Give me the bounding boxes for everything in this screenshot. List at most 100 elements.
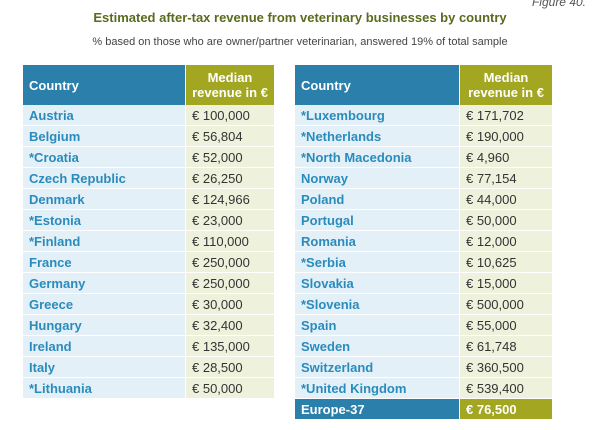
country-cell: Slovakia [295, 272, 460, 294]
country-cell: *Luxembourg [295, 105, 460, 126]
revenue-cell: € 250,000 [185, 251, 274, 273]
header-revenue-line1: Median [207, 70, 253, 85]
revenue-cell: € 50,000 [185, 377, 274, 399]
revenue-cell: € 360,500 [459, 356, 552, 378]
country-cell: *Croatia [23, 146, 186, 168]
header-revenue-line2: revenue in € [192, 85, 268, 100]
revenue-cell: € 28,500 [185, 356, 274, 378]
revenue-cell: € 171,702 [459, 105, 552, 126]
total-row: Europe-37 € 76,500 [295, 398, 552, 420]
revenue-cell: € 110,000 [185, 230, 274, 252]
revenue-cell: € 56,804 [185, 125, 274, 147]
country-cell: Norway [295, 167, 460, 189]
table-row: *Luxembourg € 171,702 [295, 105, 552, 126]
revenue-cell: € 30,000 [185, 293, 274, 315]
country-cell: Portugal [295, 209, 460, 231]
country-cell: Belgium [23, 125, 186, 147]
header-revenue-line1: Median [483, 70, 529, 85]
table-row: *Croatia € 52,000 [23, 146, 274, 168]
country-cell: *Lithuania [23, 377, 186, 399]
revenue-cell: € 135,000 [185, 335, 274, 357]
country-cell: *United Kingdom [295, 377, 460, 399]
country-cell: *North Macedonia [295, 146, 460, 168]
revenue-cell: € 539,400 [459, 377, 552, 399]
revenue-cell: € 26,250 [185, 167, 274, 189]
revenue-cell: € 15,000 [459, 272, 552, 294]
header-revenue-line2: revenue in € [468, 85, 544, 100]
revenue-cell: € 250,000 [185, 272, 274, 294]
revenue-cell: € 61,748 [459, 335, 552, 357]
table-row: Czech Republic € 26,250 [23, 167, 274, 189]
table-body-left: Austria € 100,000 Belgium € 56,804 *Croatia €… [23, 105, 274, 399]
table-body-right: *Luxembourg € 171,702 *Netherlands € 190,00… [295, 105, 552, 420]
table-row: Portugal € 50,000 [295, 209, 552, 231]
header-country: Country [295, 65, 460, 105]
table-row: *Netherlands € 190,000 [295, 125, 552, 147]
country-cell: *Serbia [295, 251, 460, 273]
table-row: *Slovenia € 500,000 [295, 293, 552, 315]
country-cell: *Netherlands [295, 125, 460, 147]
country-cell: *Slovenia [295, 293, 460, 315]
table-row: Denmark € 124,966 [23, 188, 274, 210]
country-cell: *Estonia [23, 209, 186, 231]
table-row: *Lithuania € 50,000 [23, 377, 274, 399]
country-cell: Sweden [295, 335, 460, 357]
table-row: Switzerland € 360,500 [295, 356, 552, 378]
table-row: Romania € 12,000 [295, 230, 552, 252]
country-cell: Spain [295, 314, 460, 336]
table-row: *United Kingdom € 539,400 [295, 377, 552, 399]
table-row: *Finland € 110,000 [23, 230, 274, 252]
country-cell: Greece [23, 293, 186, 315]
country-cell: *Finland [23, 230, 186, 252]
page-subtitle: % based on those who are owner/partner v… [92, 36, 508, 48]
header-country: Country [23, 65, 186, 105]
revenue-cell: € 23,000 [185, 209, 274, 231]
country-cell: Denmark [23, 188, 186, 210]
revenue-cell: € 32,400 [185, 314, 274, 336]
country-cell: Switzerland [295, 356, 460, 378]
country-cell: Romania [295, 230, 460, 252]
table-header-row: Country Median revenue in € [23, 65, 274, 105]
revenue-cell: € 12,000 [459, 230, 552, 252]
table-row: France € 250,000 [23, 251, 274, 273]
table-row: Norway € 77,154 [295, 167, 552, 189]
revenue-table-right: Country Median revenue in € *Luxembourg €… [295, 65, 552, 420]
total-label: Europe-37 [295, 398, 460, 420]
figure-label: Figure 40. [531, 0, 586, 9]
total-value: € 76,500 [459, 398, 552, 420]
revenue-cell: € 77,154 [459, 167, 552, 189]
page-title: Estimated after-tax revenue from veterin… [93, 10, 507, 25]
revenue-cell: € 55,000 [459, 314, 552, 336]
table-row: *North Macedonia € 4,960 [295, 146, 552, 168]
country-cell: Czech Republic [23, 167, 186, 189]
revenue-table-left: Country Median revenue in € Austria € 100… [23, 65, 274, 399]
table-header-row: Country Median revenue in € [295, 65, 552, 105]
revenue-cell: € 500,000 [459, 293, 552, 315]
header-median-revenue: Median revenue in € [459, 65, 552, 105]
country-cell: Austria [23, 105, 186, 126]
revenue-cell: € 10,625 [459, 251, 552, 273]
revenue-cell: € 52,000 [185, 146, 274, 168]
revenue-cell: € 44,000 [459, 188, 552, 210]
table-row: Greece € 30,000 [23, 293, 274, 315]
country-cell: Ireland [23, 335, 186, 357]
table-row: Slovakia € 15,000 [295, 272, 552, 294]
table-row: Hungary € 32,400 [23, 314, 274, 336]
header-median-revenue: Median revenue in € [185, 65, 274, 105]
country-cell: Poland [295, 188, 460, 210]
country-cell: France [23, 251, 186, 273]
revenue-cell: € 190,000 [459, 125, 552, 147]
country-cell: Italy [23, 356, 186, 378]
table-row: Germany € 250,000 [23, 272, 274, 294]
revenue-cell: € 124,966 [185, 188, 274, 210]
table-row: Sweden € 61,748 [295, 335, 552, 357]
table-row: Poland € 44,000 [295, 188, 552, 210]
table-row: Ireland € 135,000 [23, 335, 274, 357]
table-row: Spain € 55,000 [295, 314, 552, 336]
country-cell: Hungary [23, 314, 186, 336]
revenue-cell: € 50,000 [459, 209, 552, 231]
table-row: *Serbia € 10,625 [295, 251, 552, 273]
table-row: Belgium € 56,804 [23, 125, 274, 147]
table-row: Austria € 100,000 [23, 105, 274, 126]
country-cell: Germany [23, 272, 186, 294]
